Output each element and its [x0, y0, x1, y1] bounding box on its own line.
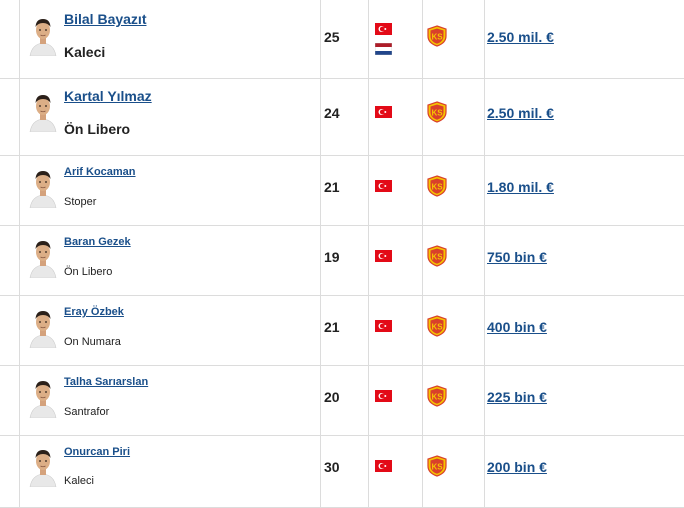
player-photo	[28, 376, 58, 418]
player-photo	[28, 90, 58, 132]
player-photo	[28, 445, 58, 487]
netherlands-flag-icon	[375, 43, 392, 55]
player-age: 20	[324, 389, 340, 405]
player-position: On Numara	[64, 336, 121, 348]
player-name-link[interactable]: Eray Özbek	[64, 306, 124, 318]
market-value-link[interactable]: 200 bin €	[487, 459, 547, 475]
market-value-link[interactable]: 1.80 mil. €	[487, 179, 554, 195]
player-position: Kaleci	[64, 475, 94, 487]
turkey-flag-icon	[375, 106, 392, 118]
player-photo	[28, 306, 58, 348]
kayserispor-badge-icon[interactable]	[426, 385, 448, 407]
player-name-link[interactable]: Baran Gezek	[64, 236, 131, 248]
player-age: 19	[324, 249, 340, 265]
player-name-link[interactable]: Kartal Yılmaz	[64, 88, 152, 104]
player-photo	[28, 14, 58, 56]
player-name-link[interactable]: Talha Sarıarslan	[64, 376, 149, 388]
kayserispor-badge-icon[interactable]	[426, 315, 448, 337]
table-row: Baran Gezek Ön Libero 19 750 bin €	[0, 226, 684, 296]
player-photo	[28, 236, 58, 278]
player-age: 30	[324, 459, 340, 475]
market-value-link[interactable]: 750 bin €	[487, 249, 547, 265]
player-age: 24	[324, 105, 340, 121]
kayserispor-badge-icon[interactable]	[426, 245, 448, 267]
table-row: Talha Sarıarslan Santrafor 20 225 bin €	[0, 366, 684, 436]
turkey-flag-icon	[375, 250, 392, 262]
player-position: Ön Libero	[64, 266, 113, 278]
player-age: 25	[324, 29, 340, 45]
player-age: 21	[324, 179, 340, 195]
turkey-flag-icon	[375, 390, 392, 402]
market-value-link[interactable]: 2.50 mil. €	[487, 105, 554, 121]
player-position: Stoper	[64, 196, 97, 208]
turkey-flag-icon	[375, 320, 392, 332]
kayserispor-badge-icon[interactable]	[426, 101, 448, 123]
player-position: Santrafor	[64, 406, 110, 418]
table-row: Eray Özbek On Numara 21 400 bin €	[0, 296, 684, 366]
kayserispor-badge-icon[interactable]	[426, 175, 448, 197]
turkey-flag-icon	[375, 23, 392, 35]
player-name-link[interactable]: Arif Kocaman	[64, 166, 136, 178]
kayserispor-badge-icon[interactable]	[426, 25, 448, 47]
kayserispor-badge-icon[interactable]	[426, 455, 448, 477]
turkey-flag-icon	[375, 460, 392, 472]
player-name-link[interactable]: Onurcan Piri	[64, 446, 131, 458]
table-row: Arif Kocaman Stoper 21 1.80 mil. €	[0, 156, 684, 226]
market-value-link[interactable]: 225 bin €	[487, 389, 547, 405]
player-name-link[interactable]: Bilal Bayazıt	[64, 11, 147, 27]
player-position: Ön Libero	[64, 121, 131, 137]
player-position: Kaleci	[64, 44, 106, 60]
market-value-link[interactable]: 400 bin €	[487, 319, 547, 335]
turkey-flag-icon	[375, 180, 392, 192]
market-value-link[interactable]: 2.50 mil. €	[487, 29, 554, 45]
player-photo	[28, 166, 58, 208]
table-row: Onurcan Piri Kaleci 30 200 bin €	[0, 436, 684, 508]
table-row: Kartal Yılmaz Ön Libero 24 2.50 mil. €	[0, 79, 684, 156]
player-age: 21	[324, 319, 340, 335]
table-row: Bilal Bayazıt Kaleci 25 2.50 mil. €	[0, 0, 684, 79]
